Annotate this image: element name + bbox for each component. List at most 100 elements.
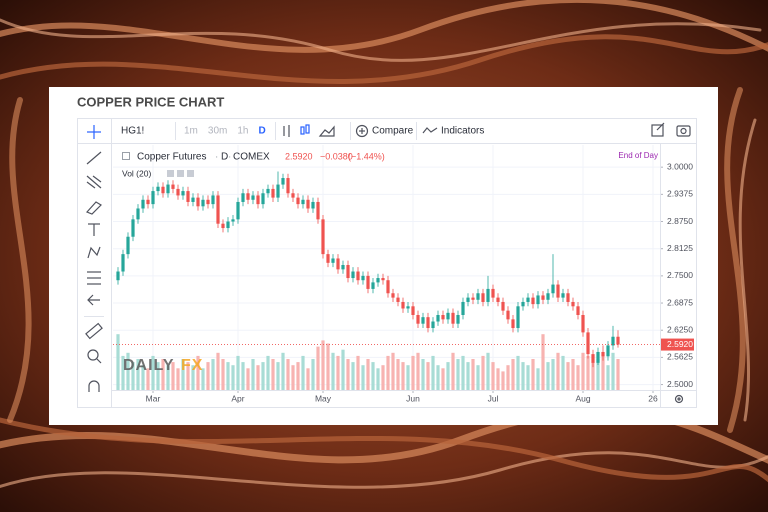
- fib-tool[interactable]: [86, 175, 102, 189]
- volume-bar: [231, 365, 235, 390]
- bar-style[interactable]: [283, 124, 310, 137]
- volume-bar: [216, 352, 220, 390]
- candle-body: [116, 271, 120, 281]
- volume-bar: [376, 368, 380, 390]
- candle-body: [471, 297, 475, 300]
- volume-bar: [156, 362, 160, 390]
- volume-bar: [461, 355, 465, 390]
- candle-body: [206, 199, 210, 205]
- volume-bar: [251, 359, 255, 390]
- candle-body: [351, 271, 355, 279]
- candle-body: [371, 282, 375, 289]
- volume-bar: [296, 362, 300, 390]
- candle-body: [266, 188, 270, 194]
- candle-body: [326, 254, 330, 263]
- volume-bar: [446, 362, 450, 390]
- candle-body: [566, 293, 570, 302]
- collapse-toggle[interactable]: [122, 152, 130, 160]
- candle-body: [386, 280, 390, 294]
- volume-settings[interactable]: [177, 170, 184, 177]
- volume-bar: [201, 368, 205, 390]
- plot: 3.0000 2.9375 2.8750 2.8125 2.7500 2.6875 2.62…: [113, 145, 694, 403]
- text-tool[interactable]: [88, 223, 100, 236]
- candle-body: [431, 321, 435, 329]
- compare-icon[interactable]: [355, 124, 369, 138]
- volume-bar: [236, 355, 240, 390]
- candle-body: [421, 317, 425, 324]
- candle-body: [191, 197, 195, 202]
- interval-button[interactable]: D: [258, 126, 265, 137]
- back-tool[interactable]: [87, 294, 100, 306]
- candle-body: [546, 293, 550, 300]
- volume-bar: [591, 362, 595, 390]
- watermark-fx: FX: [181, 357, 203, 374]
- compare[interactable]: Compare: [372, 126, 414, 137]
- indicators-icon[interactable]: [422, 127, 438, 134]
- watermark: DAILY FX: [123, 357, 203, 374]
- session: End of Day: [618, 151, 658, 160]
- volume-bar: [501, 371, 505, 390]
- volume-bar: [566, 362, 570, 390]
- brush-tool[interactable]: [85, 201, 102, 215]
- volume-bar: [386, 355, 390, 390]
- interval-button[interactable]: 1h: [237, 126, 248, 137]
- crosshair-tool[interactable]: [87, 125, 101, 139]
- symbol[interactable]: HG1!: [121, 126, 144, 137]
- candle-body: [401, 301, 405, 309]
- volume-bar: [181, 359, 185, 390]
- x-tick-label: Jun: [406, 393, 420, 403]
- symbol-title: Copper Futures: [137, 152, 206, 163]
- volume-bar: [316, 346, 320, 390]
- volume-bar: [381, 365, 385, 390]
- volume-bar: [286, 359, 290, 390]
- snapshot[interactable]: [676, 125, 691, 137]
- volume-bar: [191, 365, 195, 390]
- dot: ·: [215, 152, 218, 163]
- candle-body: [596, 351, 600, 363]
- volume-bar: [246, 368, 250, 390]
- dot: ·: [228, 152, 231, 163]
- settings[interactable]: [674, 394, 684, 404]
- candle-body: [321, 219, 325, 255]
- candle-body: [186, 191, 190, 202]
- prediction-tool[interactable]: [87, 271, 101, 285]
- chart-style[interactable]: [318, 125, 335, 137]
- fullscreen[interactable]: [651, 122, 665, 137]
- candle-body: [511, 319, 515, 329]
- volume-bar: [531, 359, 535, 390]
- volume-bar: [571, 359, 575, 390]
- intervals: 1m 30m 1h D: [184, 126, 266, 137]
- candle-body: [466, 297, 470, 302]
- volume-bar: [541, 334, 545, 390]
- candle-body: [166, 184, 170, 194]
- candle-body: [291, 193, 295, 198]
- candle-body: [591, 354, 595, 363]
- candle-body: [616, 336, 620, 345]
- volume-bar: [616, 359, 620, 390]
- volume-bar: [336, 355, 340, 390]
- volume-bar: [431, 355, 435, 390]
- interval-button[interactable]: 30m: [208, 126, 227, 137]
- volume-bar: [301, 355, 305, 390]
- interval-button[interactable]: 1m: [184, 126, 198, 137]
- pattern-tool[interactable]: [87, 246, 101, 259]
- interval: D: [221, 152, 228, 163]
- zoom-tool[interactable]: [87, 349, 102, 364]
- candle-body: [531, 297, 535, 305]
- volume-bar: [371, 362, 375, 390]
- measure-tool[interactable]: [85, 322, 103, 340]
- candle-body: [356, 271, 360, 281]
- x-tick-label: Aug: [575, 393, 590, 403]
- candle-body: [231, 219, 235, 222]
- candle-body: [241, 193, 245, 202]
- trend-line-tool[interactable]: [86, 151, 102, 165]
- candle-body: [516, 306, 520, 329]
- candle-body: [481, 293, 485, 302]
- volume-close[interactable]: [187, 170, 194, 177]
- volume-eye[interactable]: [167, 170, 174, 177]
- volume-bar: [116, 334, 120, 390]
- magnet-tool[interactable]: [88, 380, 100, 392]
- indicators[interactable]: Indicators: [441, 126, 484, 137]
- volume-bar: [471, 359, 475, 390]
